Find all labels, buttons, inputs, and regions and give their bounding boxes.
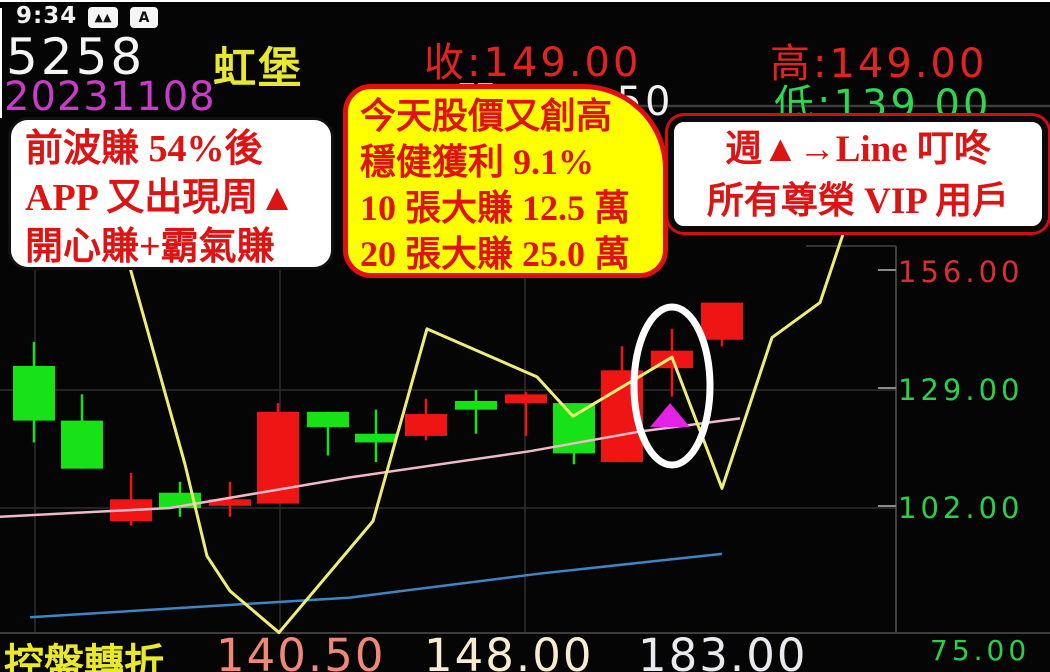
callout-line-notify: 週▲→Line 叮咚 所有尊榮 VIP 用戶 bbox=[668, 116, 1048, 232]
turning-point-value: 183.00 bbox=[638, 629, 808, 672]
callout-line: 10 張大賺 12.5 萬 bbox=[360, 188, 631, 228]
callout-line: 穩健獲利 9.1% bbox=[360, 142, 595, 182]
screenshot-edge bbox=[0, 0, 1050, 2]
callout-line: 週▲→Line 叮咚 bbox=[725, 129, 991, 170]
notification-image-icon: ▲▲ bbox=[88, 7, 118, 28]
turning-point-label: 控盤轉折 bbox=[4, 641, 164, 672]
y-axis-label: 129.00 bbox=[898, 373, 1024, 407]
weekly-buy-signal-triangle bbox=[650, 403, 690, 428]
turning-point-value: 140.50 bbox=[216, 629, 386, 672]
y-axis-label: 102.00 bbox=[898, 491, 1024, 525]
quote-date: 20231108 bbox=[4, 74, 216, 120]
stock-name: 虹堡 bbox=[213, 44, 303, 94]
callout-line: APP 又出現周▲ bbox=[25, 177, 296, 219]
status-time: 9:34 bbox=[16, 3, 78, 29]
y-axis-label: 75.00 bbox=[930, 634, 1031, 667]
callout-previous-wave: 前波賺 54%後 APP 又出現周▲ 開心賺+霸氣賺 bbox=[8, 117, 334, 270]
callout-line: 開心賺+霸氣賺 bbox=[25, 226, 275, 268]
callout-line: 今天股價又創高 bbox=[360, 96, 613, 136]
notification-a-icon: A bbox=[130, 7, 158, 28]
callout-line: 所有尊榮 VIP 用戶 bbox=[706, 181, 1010, 222]
screenshot-edge bbox=[0, 8, 2, 118]
turning-point-value: 148.00 bbox=[424, 629, 594, 672]
callout-profit-summary: 今天股價又創高 穩健獲利 9.1% 10 張大賺 12.5 萬 20 張大賺 2… bbox=[343, 84, 668, 278]
high-price: 高:149.00 bbox=[770, 41, 988, 87]
stock-code: 5258 bbox=[6, 28, 146, 86]
y-axis-label: 156.00 bbox=[898, 255, 1024, 289]
close-price: 收:149.00 bbox=[424, 40, 642, 86]
callout-line: 20 張大賺 25.0 萬 bbox=[360, 234, 631, 274]
highlight-ellipse bbox=[630, 303, 714, 469]
callout-line: 前波賺 54%後 bbox=[25, 128, 263, 170]
